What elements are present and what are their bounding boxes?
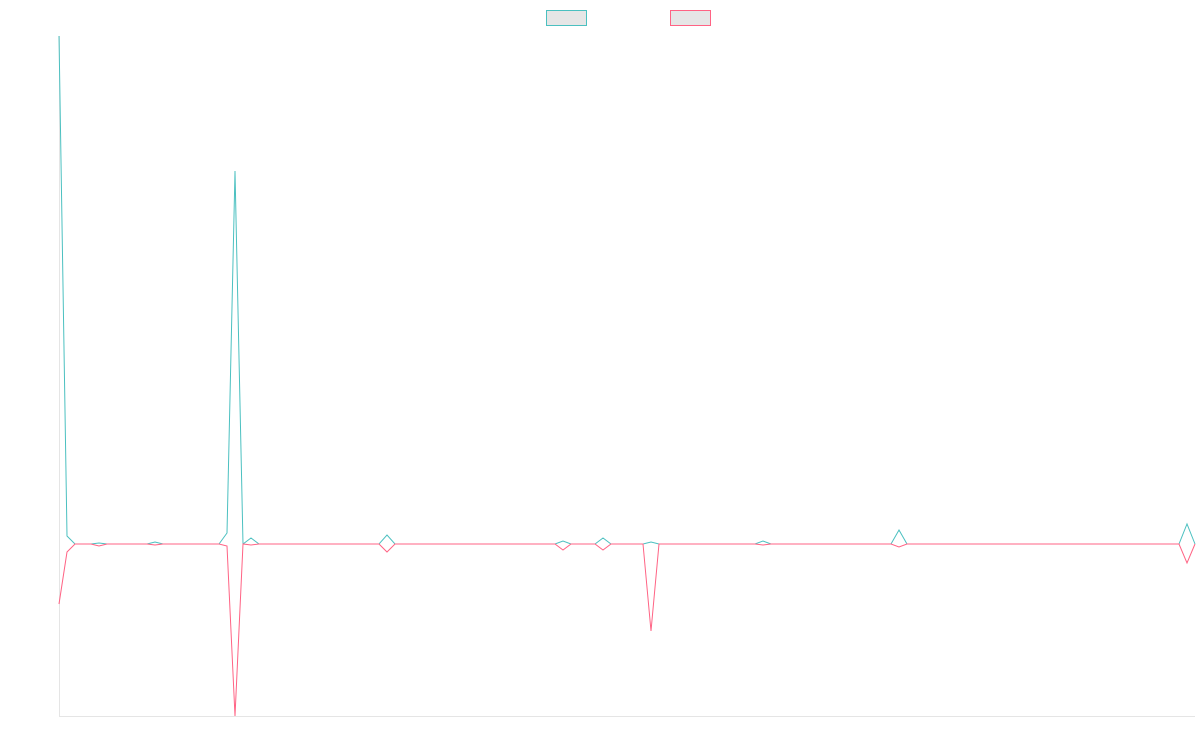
legend-swatch [546,10,587,26]
legend-swatch [670,10,711,26]
series-line [58,543,1196,717]
series-line [58,35,1196,545]
